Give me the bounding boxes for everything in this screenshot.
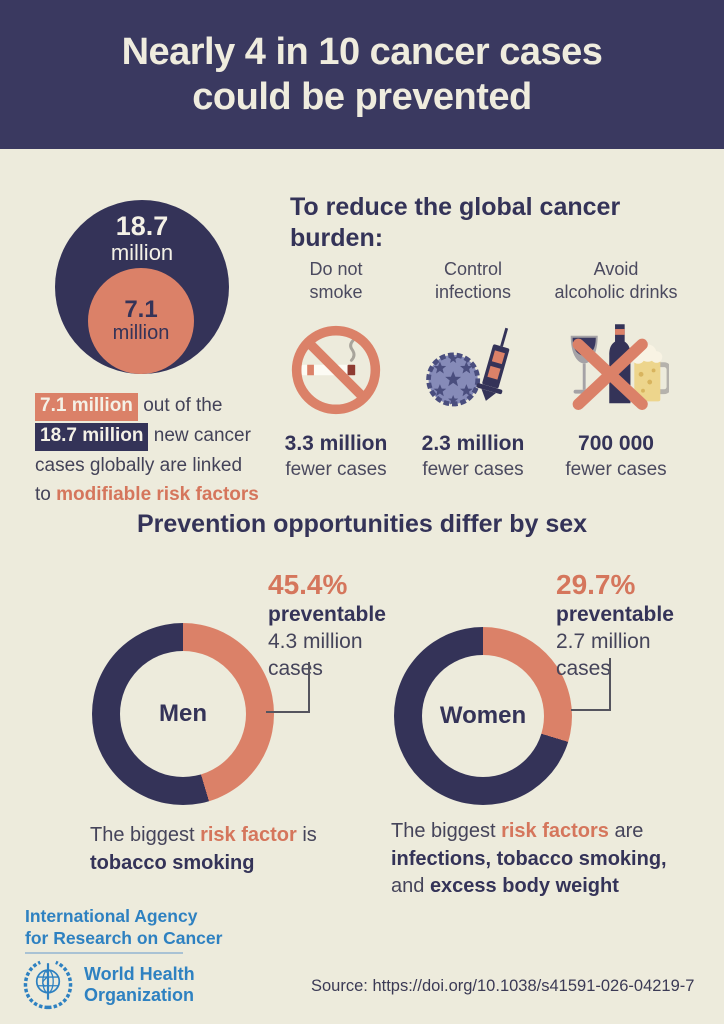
caption-text: cases globally are linked <box>35 454 243 476</box>
women-donut-chart: Women <box>394 627 572 805</box>
virus-icon <box>426 352 481 407</box>
callout-percent: 29.7% <box>556 569 636 600</box>
modifiable-risk-factors-highlight: modifiable risk factors <box>56 483 259 505</box>
women-connector-horizontal <box>571 709 611 711</box>
cross-x-icon <box>572 338 648 410</box>
inner-circle-preventable-cases: 7.1 million <box>88 268 194 374</box>
no-alcohol-icon <box>570 324 669 410</box>
column-label: Control infections <box>434 259 512 303</box>
page-title-line2: could be prevented <box>192 75 532 118</box>
inner-circle-value: 7.1 <box>124 295 158 323</box>
caption-text: to <box>35 483 57 505</box>
risk-factors-highlight: risk factors <box>501 820 609 842</box>
who-emblem-icon <box>23 960 73 1010</box>
virus-syringe-icon <box>426 327 510 407</box>
callout-cases-word: cases <box>268 657 323 681</box>
women-risk-text: The biggest risk factors are infections,… <box>391 820 667 898</box>
men-donut-chart: Men <box>92 623 274 805</box>
who-logo-text: World Health Organization <box>84 964 195 1006</box>
callout-preventable: preventable <box>556 602 674 626</box>
callout-percent: 45.4% <box>268 569 348 600</box>
women-callout: 29.7% preventable 2.7 million cases <box>556 569 686 683</box>
no-smoking-icon <box>291 325 381 415</box>
column-caption: fewer cases <box>285 459 387 480</box>
navy-highlight-chip: 18.7 million <box>35 422 149 451</box>
circles-caption: 7.1 million out of the 18.7 million new … <box>35 393 315 511</box>
reduce-burden-heading: To reduce the global cancer burden: <box>290 193 621 252</box>
footer-divider <box>25 952 183 954</box>
callout-cases-value: 2.7 million <box>556 630 651 654</box>
column-value: 2.3 million <box>421 432 525 455</box>
page-title-line1: Nearly 4 in 10 cancer cases <box>121 31 603 74</box>
header-banner: Nearly 4 in 10 cancer cases could be pre… <box>0 0 724 149</box>
column-value: 700 000 <box>578 432 654 455</box>
callout-preventable: preventable <box>268 602 386 626</box>
men-connector-horizontal <box>266 711 310 713</box>
women-connector-vertical <box>609 658 611 711</box>
sex-section-heading: Prevention opportunities differ by sex <box>136 510 588 538</box>
caption-text: new cancer <box>148 424 251 446</box>
column-label: Do not smoke <box>309 259 363 303</box>
column-label: Avoid alcoholic drinks <box>554 259 678 303</box>
donut-label-men: Men <box>159 700 207 727</box>
donut-label-women: Women <box>439 702 527 729</box>
callout-cases-value: 4.3 million <box>268 630 363 654</box>
beer-mug-icon <box>631 344 669 402</box>
outer-circle-unit: million <box>110 240 174 266</box>
syringe-icon <box>476 327 510 401</box>
men-risk-text: The biggest risk factor is tobacco smoki… <box>90 824 317 874</box>
risk-factor-highlight: risk factor <box>200 824 297 846</box>
outer-circle-value: 18.7 <box>115 211 169 241</box>
salmon-highlight-chip: 7.1 million <box>35 393 138 421</box>
column-caption: fewer cases <box>565 459 667 480</box>
source-text: Source: https://doi.org/10.1038/s41591-0… <box>311 977 695 995</box>
reduction-column-infections: Control infections <box>403 258 543 481</box>
column-value: 3.3 million <box>284 432 388 455</box>
inner-circle-unit: million <box>112 322 170 345</box>
reduction-column-alcohol: Avoid alcoholic drinks <box>531 258 701 481</box>
callout-cases-word: cases <box>556 657 611 681</box>
men-callout: 45.4% preventable 4.3 million cases <box>268 569 398 683</box>
men-connector-vertical <box>308 662 310 713</box>
iarc-logo-text: International Agency for Research on Can… <box>25 906 223 948</box>
column-caption: fewer cases <box>422 459 524 480</box>
reduction-column-smoking: Do not smoke 3.3 million fewer cases <box>276 258 396 481</box>
caption-text: out of the <box>137 395 223 416</box>
